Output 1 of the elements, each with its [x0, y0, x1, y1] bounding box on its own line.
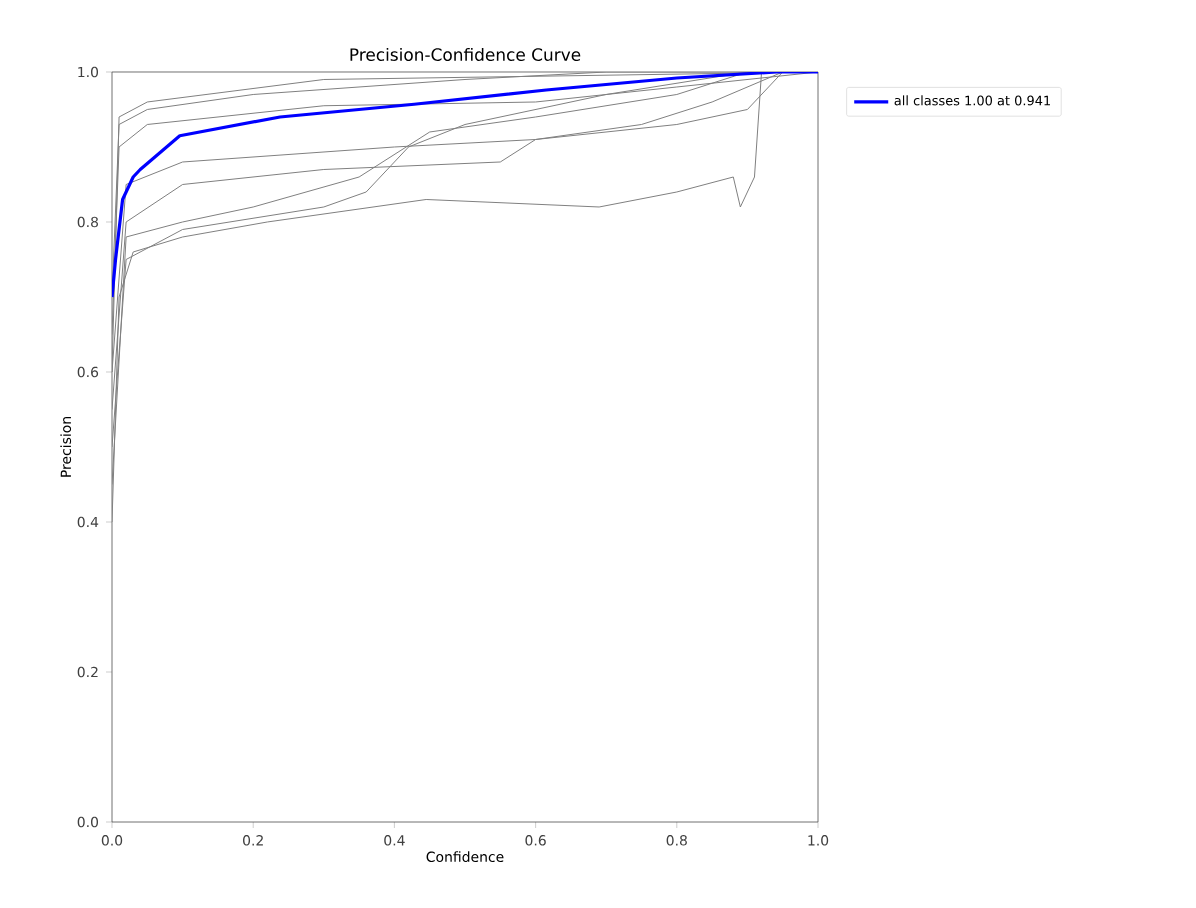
- chart-title: Precision-Confidence Curve: [350, 47, 581, 62]
